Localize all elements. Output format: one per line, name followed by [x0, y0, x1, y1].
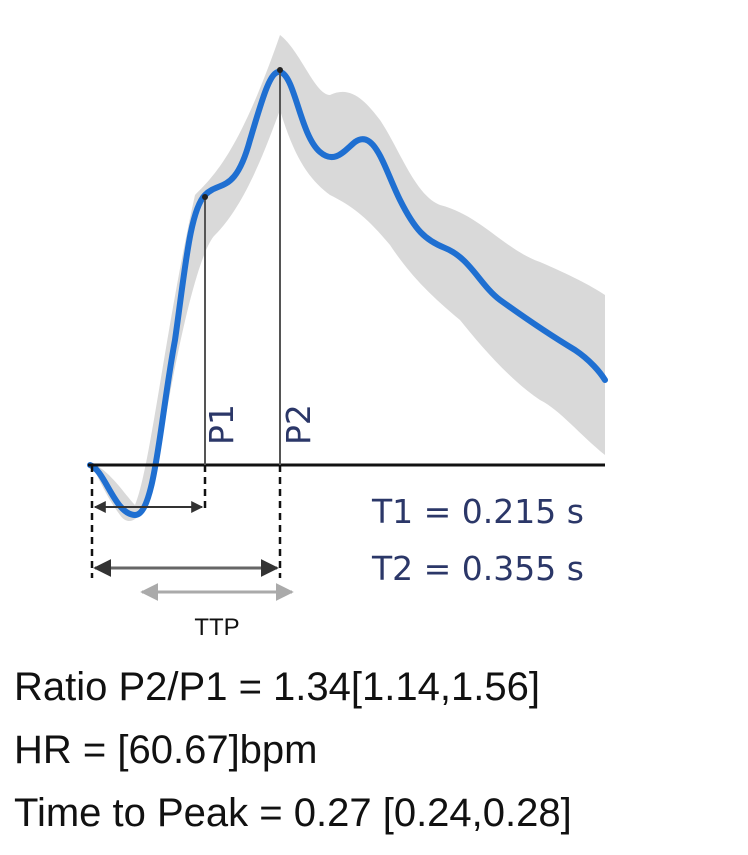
dashed-guides [90, 465, 282, 578]
waveform [87, 69, 608, 519]
t2-label: T2 = 0.355 s [371, 549, 584, 588]
p2-point [277, 67, 283, 73]
confidence-band [90, 35, 605, 522]
ttp-label: TTP [194, 614, 239, 641]
p1-point [202, 194, 208, 200]
p2-label: P2 [279, 404, 318, 445]
ttp-result: Time to Peak = 0.27 [0.24,0.28] [14, 791, 572, 835]
hr-result: HR = [60.67]bpm [14, 728, 318, 772]
ratio-result: Ratio P2/P1 = 1.34[1.14,1.56] [14, 665, 540, 709]
t1-label: T1 = 0.215 s [371, 492, 584, 531]
p1-label: P1 [202, 404, 241, 445]
